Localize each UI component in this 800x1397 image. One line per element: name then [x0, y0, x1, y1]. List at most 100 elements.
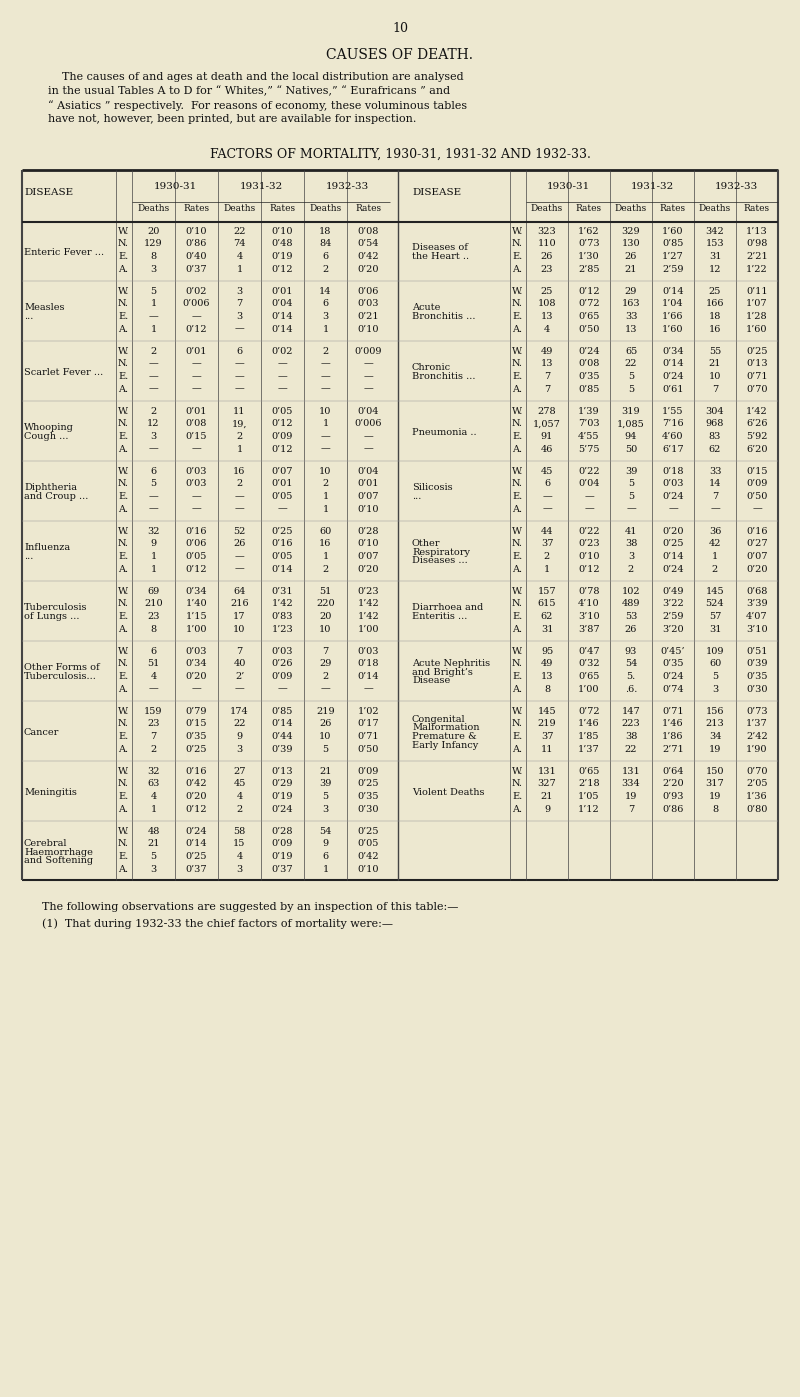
- Text: 0’03: 0’03: [186, 467, 207, 476]
- Text: 2: 2: [712, 564, 718, 574]
- Text: W.: W.: [512, 467, 523, 476]
- Text: 2: 2: [150, 745, 157, 753]
- Text: 129: 129: [144, 239, 163, 249]
- Text: 2’71: 2’71: [662, 745, 684, 753]
- Text: 130: 130: [622, 239, 640, 249]
- Text: 0’20: 0’20: [186, 792, 207, 800]
- Text: N.: N.: [118, 659, 129, 669]
- Text: E.: E.: [118, 492, 128, 502]
- Text: 0’24: 0’24: [662, 492, 684, 502]
- Text: 5: 5: [628, 492, 634, 502]
- Text: 5’75: 5’75: [578, 444, 600, 454]
- Text: 9: 9: [237, 732, 242, 740]
- Text: W.: W.: [512, 407, 523, 416]
- Text: 0’14: 0’14: [272, 324, 294, 334]
- Text: 0’85: 0’85: [578, 384, 600, 394]
- Text: Enteric Fever ...: Enteric Fever ...: [24, 247, 104, 257]
- Text: E.: E.: [512, 552, 522, 562]
- Text: 10: 10: [319, 732, 332, 740]
- Text: 9: 9: [322, 840, 329, 848]
- Text: 26: 26: [319, 719, 332, 728]
- Text: 0’03: 0’03: [272, 647, 294, 657]
- Text: 968: 968: [706, 419, 724, 429]
- Text: 10: 10: [392, 22, 408, 35]
- Text: Influenza: Influenza: [24, 543, 70, 552]
- Text: 0’03: 0’03: [186, 647, 207, 657]
- Text: 1: 1: [712, 552, 718, 562]
- Text: 26: 26: [625, 624, 637, 633]
- Text: 1: 1: [236, 264, 242, 274]
- Text: 219: 219: [538, 719, 556, 728]
- Text: 0’27: 0’27: [746, 539, 768, 549]
- Text: 1’66: 1’66: [662, 312, 684, 321]
- Text: 5: 5: [628, 384, 634, 394]
- Text: 1: 1: [322, 865, 329, 873]
- Text: 0’19: 0’19: [272, 792, 294, 800]
- Text: N.: N.: [118, 419, 129, 429]
- Text: W: W: [512, 527, 522, 536]
- Text: 4’07: 4’07: [746, 612, 768, 622]
- Text: 1: 1: [150, 805, 157, 813]
- Text: —: —: [149, 492, 158, 502]
- Text: 3: 3: [236, 865, 242, 873]
- Text: A.: A.: [512, 685, 522, 693]
- Text: 5: 5: [150, 286, 157, 296]
- Text: 1931-32: 1931-32: [630, 182, 674, 191]
- Text: —: —: [192, 444, 202, 454]
- Text: N.: N.: [118, 719, 129, 728]
- Text: 0’04: 0’04: [358, 467, 379, 476]
- Text: E.: E.: [512, 732, 522, 740]
- Text: 23: 23: [147, 719, 160, 728]
- Text: 1’07: 1’07: [746, 299, 768, 309]
- Text: 0’80: 0’80: [746, 805, 768, 813]
- Text: 0’24: 0’24: [662, 564, 684, 574]
- Text: W.: W.: [512, 647, 523, 657]
- Text: E.: E.: [512, 492, 522, 502]
- Text: 54: 54: [625, 659, 637, 669]
- Text: W.: W.: [118, 767, 130, 775]
- Text: —: —: [278, 372, 287, 381]
- Text: 0’47: 0’47: [578, 647, 600, 657]
- Text: W.: W.: [512, 346, 523, 356]
- Text: 7’03: 7’03: [578, 419, 600, 429]
- Text: 278: 278: [538, 407, 556, 416]
- Text: N.: N.: [512, 780, 523, 788]
- Text: 6: 6: [322, 299, 329, 309]
- Text: 3’87: 3’87: [578, 624, 600, 633]
- Text: 46: 46: [541, 444, 553, 454]
- Text: 1,057: 1,057: [533, 419, 561, 429]
- Text: 0’85: 0’85: [272, 707, 293, 717]
- Text: 0’15: 0’15: [186, 432, 207, 441]
- Text: —: —: [668, 504, 678, 514]
- Text: 6’17: 6’17: [662, 444, 684, 454]
- Text: 25: 25: [709, 286, 721, 296]
- Text: 0’78: 0’78: [578, 587, 600, 597]
- Text: 16: 16: [234, 467, 246, 476]
- Text: Cerebral: Cerebral: [24, 840, 67, 848]
- Text: 0’35: 0’35: [746, 672, 768, 680]
- Text: 7: 7: [628, 805, 634, 813]
- Text: Diseases of: Diseases of: [412, 243, 468, 253]
- Text: 1’60: 1’60: [746, 324, 768, 334]
- Text: 55: 55: [709, 346, 721, 356]
- Text: 13: 13: [541, 312, 554, 321]
- Text: Diphtheria: Diphtheria: [24, 483, 77, 493]
- Text: 33: 33: [709, 467, 722, 476]
- Text: 3’10: 3’10: [746, 624, 768, 633]
- Text: 0’50: 0’50: [746, 492, 768, 502]
- Text: —: —: [192, 492, 202, 502]
- Text: 0’05: 0’05: [358, 840, 379, 848]
- Text: 0’86: 0’86: [186, 239, 207, 249]
- Text: 0’02: 0’02: [272, 346, 294, 356]
- Text: —: —: [364, 444, 374, 454]
- Text: 18: 18: [319, 226, 332, 236]
- Text: 0’35: 0’35: [578, 372, 600, 381]
- Text: 39: 39: [625, 467, 637, 476]
- Text: Bronchitis ...: Bronchitis ...: [412, 312, 475, 321]
- Text: 0’03: 0’03: [186, 479, 207, 489]
- Text: 0’16: 0’16: [186, 527, 207, 536]
- Text: —: —: [321, 685, 330, 693]
- Text: 0’09: 0’09: [746, 479, 768, 489]
- Text: 6: 6: [150, 647, 157, 657]
- Text: 0’21: 0’21: [358, 312, 379, 321]
